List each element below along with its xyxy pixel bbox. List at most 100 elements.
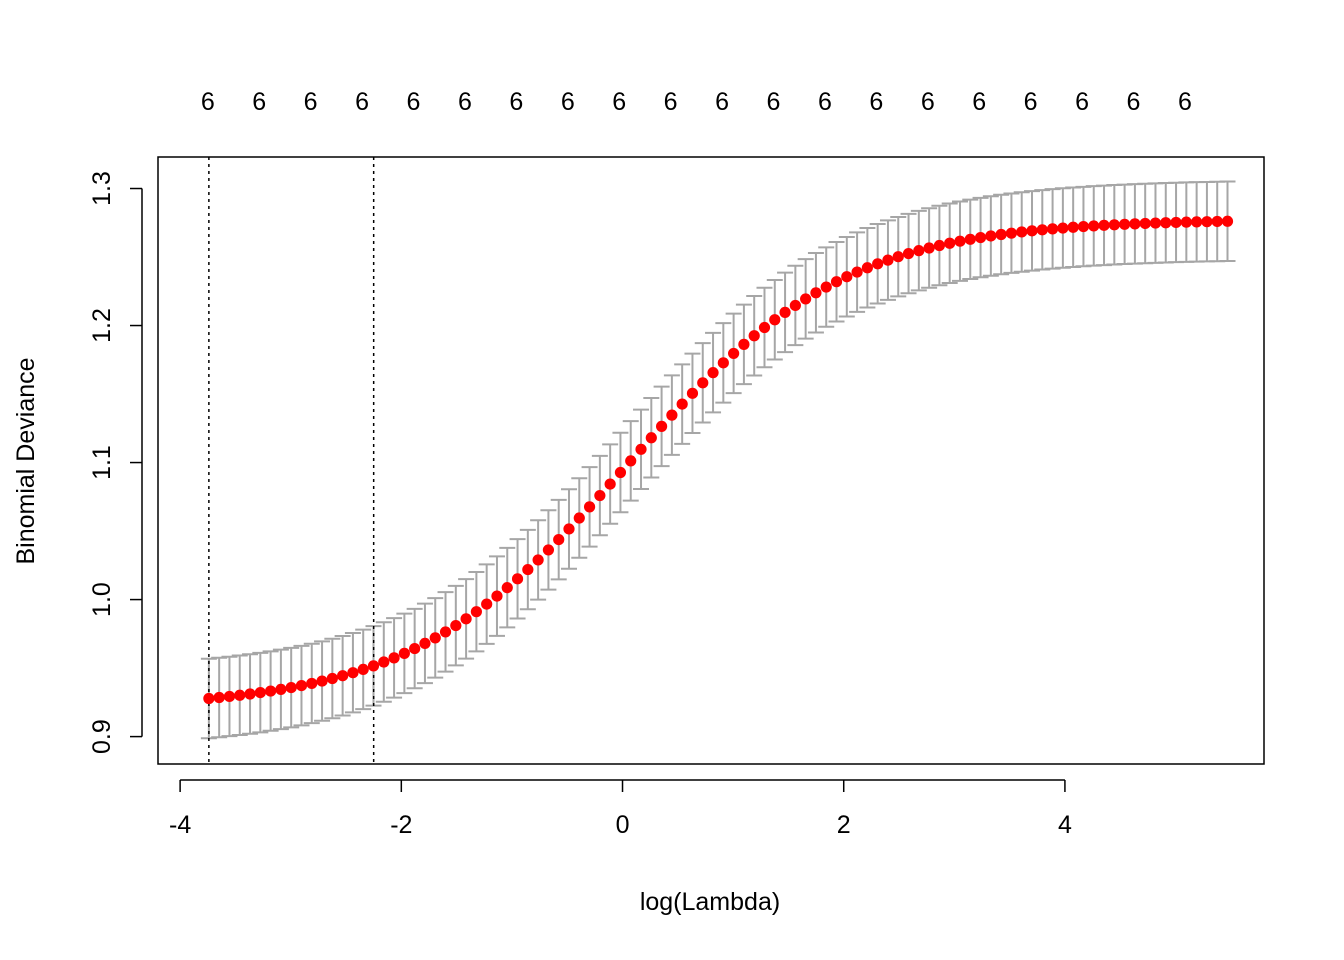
top-axis-label: 6: [561, 88, 575, 116]
data-point: [326, 672, 338, 685]
y-tick-label: 0.9: [88, 719, 116, 754]
data-point: [542, 544, 555, 556]
data-point: [306, 677, 318, 690]
x-axis: -4 -2 0 2 4: [169, 779, 1072, 839]
data-point: [697, 377, 709, 389]
data-point: [686, 387, 699, 399]
data-point: [511, 573, 524, 585]
x-axis-title: log(Lambda): [640, 888, 780, 916]
data-point: [985, 230, 997, 242]
data-point: [450, 619, 462, 632]
data-point: [460, 613, 472, 625]
top-axis-label: 6: [921, 88, 935, 116]
data-point: [491, 590, 503, 602]
data-point: [676, 398, 688, 410]
data-point: [347, 667, 359, 679]
top-axis-label: 6: [201, 88, 215, 116]
data-points: [203, 215, 1234, 705]
top-axis-label: 6: [1075, 88, 1089, 116]
top-axis-label: 6: [818, 88, 832, 116]
data-point: [553, 533, 565, 546]
data-point: [573, 512, 585, 524]
data-point: [882, 254, 894, 266]
data-point: [367, 660, 380, 672]
data-point: [254, 686, 266, 699]
data-point: [265, 685, 277, 697]
top-axis-labels: 6 6 6 6 6 6 6 6 6 6 6 6 6 6 6 6 6 6 6 6: [201, 88, 1192, 116]
data-point: [223, 690, 236, 703]
data-point: [1180, 216, 1192, 228]
y-tick-label: 1.0: [88, 582, 116, 617]
data-point: [625, 455, 637, 467]
data-point: [995, 228, 1007, 241]
y-tick-label: 1.2: [88, 308, 116, 343]
data-point: [481, 598, 493, 610]
data-point: [1016, 226, 1028, 238]
top-axis-label: 6: [509, 88, 523, 116]
data-point: [779, 306, 791, 318]
data-point: [1057, 222, 1069, 234]
data-point: [1077, 220, 1090, 233]
data-point: [295, 679, 308, 692]
data-point: [388, 652, 400, 664]
data-point: [851, 266, 863, 278]
data-point: [800, 293, 812, 305]
data-point: [666, 409, 678, 421]
data-point: [645, 432, 657, 444]
top-axis-label: 6: [304, 88, 318, 116]
plot-frame: [157, 156, 1265, 765]
top-axis-label: 6: [972, 88, 986, 116]
x-tick-label: -4: [169, 811, 191, 839]
data-point: [944, 237, 956, 249]
top-axis-label: 6: [407, 88, 421, 116]
data-point: [758, 321, 771, 334]
data-point: [1026, 225, 1038, 237]
data-point: [213, 691, 225, 704]
data-point: [974, 231, 987, 244]
data-point: [501, 582, 513, 594]
y-axis: 0.9 1.0 1.1 1.2 1.3: [88, 171, 143, 754]
data-point: [1149, 217, 1162, 229]
x-tick-label: -2: [390, 811, 412, 839]
data-point: [244, 688, 256, 700]
data-point: [748, 330, 760, 342]
data-point: [933, 239, 946, 252]
top-axis-label: 6: [715, 88, 729, 116]
top-axis-label: 6: [767, 88, 781, 116]
x-tick-label: 0: [616, 811, 630, 839]
data-point: [614, 466, 627, 479]
error-bars: [200, 180, 1236, 740]
data-point: [923, 242, 935, 254]
data-point: [429, 632, 441, 644]
x-tick-label: 2: [837, 811, 851, 839]
data-point: [275, 683, 287, 696]
data-point: [841, 271, 853, 283]
data-point: [234, 689, 246, 701]
data-point: [203, 692, 215, 705]
data-point: [892, 251, 904, 263]
data-point: [583, 501, 596, 513]
top-axis-label: 6: [1127, 88, 1141, 116]
data-point: [789, 299, 801, 312]
data-point: [1098, 219, 1110, 231]
data-point: [1036, 224, 1048, 236]
data-point: [872, 258, 884, 270]
data-point: [1046, 223, 1059, 235]
data-point: [357, 663, 369, 676]
data-point: [738, 338, 750, 350]
data-point: [769, 314, 781, 326]
data-point: [470, 606, 482, 618]
data-point: [820, 281, 832, 293]
data-point: [1191, 216, 1203, 228]
data-point: [964, 233, 976, 245]
data-point: [1119, 218, 1131, 230]
data-point: [1108, 219, 1120, 231]
data-point: [902, 247, 915, 260]
top-axis-label: 6: [869, 88, 883, 116]
data-point: [1211, 215, 1223, 228]
data-point: [337, 670, 349, 682]
data-point: [913, 245, 925, 257]
x-tick-label: 4: [1058, 811, 1072, 839]
data-point: [439, 626, 452, 638]
data-point: [655, 420, 668, 432]
